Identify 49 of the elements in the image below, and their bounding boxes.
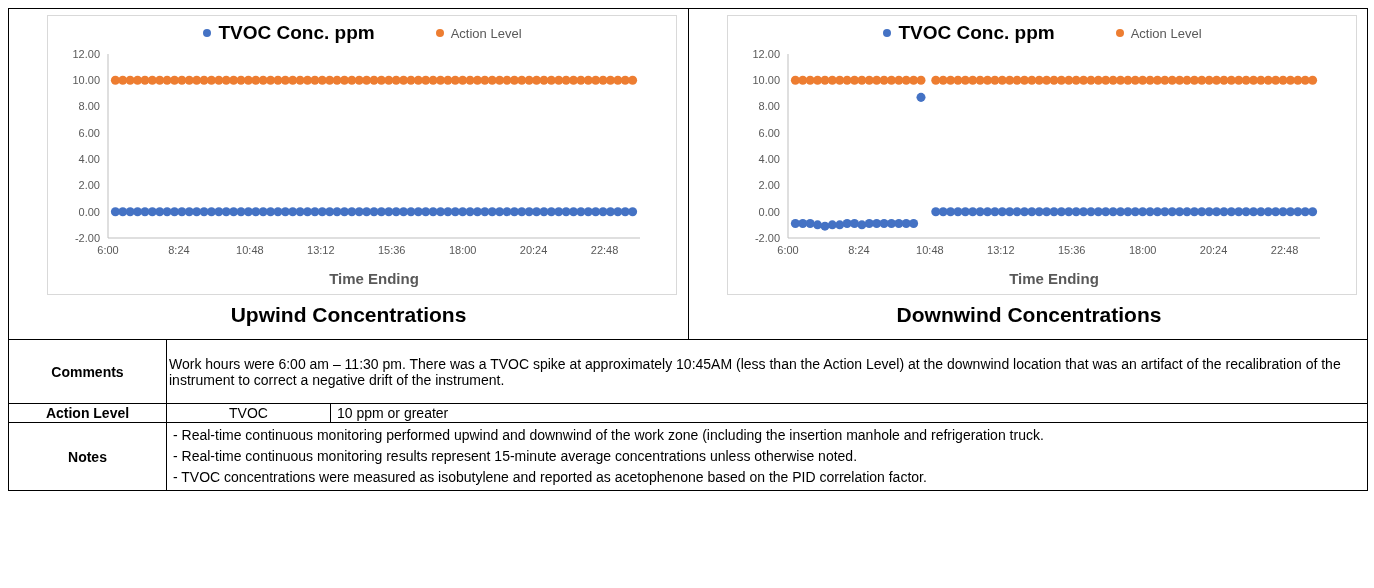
legend-label: Action Level — [450, 25, 522, 41]
y-tick-label: 0.00 — [78, 205, 100, 218]
y-tick-label: -2.00 — [754, 231, 780, 244]
text: Downwind Concentrations — [895, 303, 1163, 327]
x-tick-label: 20:24 — [519, 243, 548, 256]
x-axis-title: Time Ending — [1009, 270, 1099, 287]
x-tick-label: 6:00 — [777, 243, 799, 256]
x-tick-label: 13:12 — [987, 243, 1015, 256]
legend-label: TVOC Conc. ppm — [898, 22, 1055, 44]
y-tick-label: 0.00 — [758, 205, 780, 218]
x-tick-label: 8:24 — [168, 243, 190, 256]
y-tick-label: 4.00 — [78, 153, 100, 166]
text: Work hours were 6:00 am – 11:30 pm. There was a TVOC spike at approximately 10:45AM (less than the Action Level) at the downwind location that was an artifact of the recalibration of the instrument to correct a negative drift of the instrument. — [166, 339, 1368, 404]
text: 10 ppm or greater — [330, 403, 1368, 423]
x-tick-label: 15:36 — [377, 243, 406, 256]
text: - Real-time continuous monitoring results represent 15-minute average concentrations unless otherwise noted. — [173, 447, 859, 466]
x-tick-label: 22:48 — [590, 243, 619, 256]
x-tick-label: 8:24 — [848, 243, 870, 256]
y-tick-label: 2.00 — [78, 179, 100, 192]
y-tick-label: 6.00 — [758, 126, 780, 139]
text: Action Level — [8, 403, 167, 423]
x-tick-label: 18:00 — [1128, 243, 1157, 256]
x-tick-label: 13:12 — [307, 243, 335, 256]
x-tick-label: 6:00 — [97, 243, 119, 256]
legend-label: Action Level — [1130, 25, 1202, 41]
y-tick-label: 8.00 — [758, 100, 780, 113]
y-tick-label: 12.00 — [72, 47, 100, 60]
x-axis-title: Time Ending — [329, 270, 419, 287]
text: - Real-time continuous monitoring performed upwind and downwind of the work zone (including the insertion manhole and refrigeration truck. — [173, 426, 1045, 445]
y-tick-label: 10.00 — [752, 74, 780, 87]
text: Notes — [8, 422, 167, 491]
y-tick-label: 4.00 — [758, 153, 780, 166]
text: - TVOC concentrations were measured as isobutylene and reported as acetophenone based on the PID correlation factor. — [173, 468, 928, 487]
x-tick-label: 15:36 — [1057, 243, 1086, 256]
y-tick-label: 8.00 — [78, 100, 100, 113]
x-tick-label: 10:48 — [236, 243, 264, 256]
text: Upwind Concentrations — [229, 303, 468, 327]
text: Comments — [8, 339, 167, 404]
text: TVOC — [166, 403, 331, 423]
y-tick-label: -2.00 — [74, 231, 100, 244]
y-tick-label: 6.00 — [78, 126, 100, 139]
y-tick-label: 10.00 — [72, 74, 100, 87]
legend-label: TVOC Conc. ppm — [218, 22, 375, 44]
x-tick-label: 10:48 — [916, 243, 944, 256]
y-tick-label: 12.00 — [752, 47, 780, 60]
y-tick-label: 2.00 — [758, 179, 780, 192]
x-tick-label: 18:00 — [448, 243, 477, 256]
x-tick-label: 20:24 — [1199, 243, 1228, 256]
x-tick-label: 22:48 — [1270, 243, 1299, 256]
